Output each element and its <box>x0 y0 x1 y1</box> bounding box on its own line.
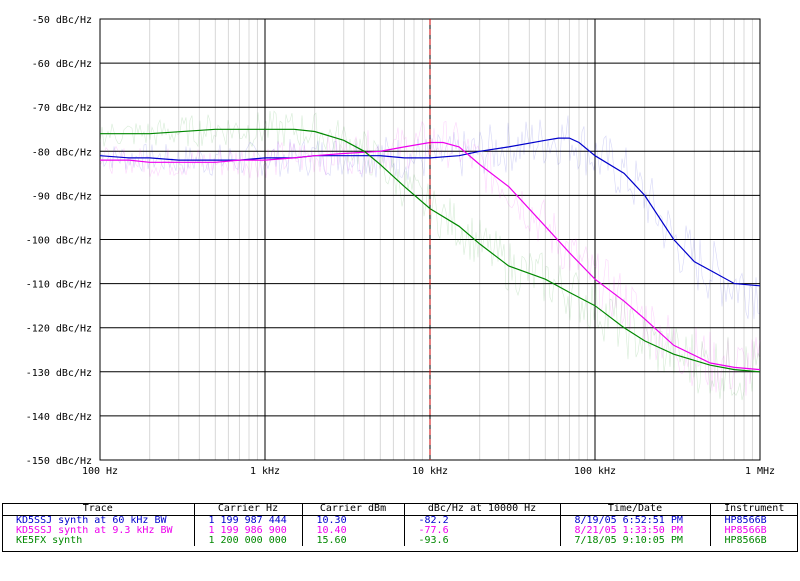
table-row: KD5SSJ synth at 60 kHz BW 1 199 987 444 … <box>2 515 798 526</box>
series-lines <box>99 128 761 373</box>
x-tick-label: 100 Hz <box>82 466 118 477</box>
instrument: HP8566B <box>724 526 767 536</box>
dbc-at-10khz: -82.2 <box>404 515 561 526</box>
y-axis-ticks: -50 dBc/Hz -60 dBc/Hz -70 dBc/Hz -80 dBc/Hz… <box>26 15 92 467</box>
dbc-at-10khz: -77.6 <box>404 526 561 536</box>
instrument: HP8566B <box>724 515 767 526</box>
y-tick-label: -90 dBc/Hz <box>32 191 92 202</box>
header-carrier-hz: Carrier Hz <box>194 503 303 516</box>
table-row: KD5SSJ synth at 9.3 kHz BW 1 199 986 900… <box>2 526 798 536</box>
header-instrument: Instrument <box>710 503 798 516</box>
carrier-dbm: 10.40 <box>302 526 405 536</box>
x-tick-label: 1 MHz <box>745 466 775 477</box>
series-line <box>99 137 761 287</box>
trace-name: KD5SSJ synth at 60 kHz BW <box>2 515 195 526</box>
carrier-hz: 1 200 000 000 <box>194 536 303 546</box>
y-tick-label: -100 dBc/Hz <box>26 236 92 247</box>
carrier-dbm: 10.30 <box>302 515 405 526</box>
y-tick-label: -50 dBc/Hz <box>32 15 92 26</box>
y-tick-label: -110 dBc/Hz <box>26 280 92 291</box>
header-dbc-at-10khz: dBc/Hz at 10000 Hz <box>404 503 561 516</box>
y-tick-label: -140 dBc/Hz <box>26 412 92 423</box>
y-tick-label: -60 dBc/Hz <box>32 59 92 70</box>
series-line <box>100 141 761 371</box>
header-time-date: Time/Date <box>560 503 711 516</box>
phase-noise-chart: -50 dBc/Hz -60 dBc/Hz -70 dBc/Hz -80 dBc/Hz… <box>26 15 775 477</box>
instrument: HP8566B <box>724 536 767 546</box>
time-date: 7/18/05 9:10:05 PM <box>560 536 711 546</box>
series-line <box>100 128 761 373</box>
table-header-row: Trace Carrier Hz Carrier dBm dBc/Hz at 1… <box>2 503 798 516</box>
header-carrier-dbm: Carrier dBm <box>302 503 405 516</box>
y-tick-label: -150 dBc/Hz <box>26 456 92 467</box>
x-tick-label: 100 kHz <box>574 466 616 477</box>
trace-name: KE5FX synth <box>2 536 195 546</box>
x-axis-ticks: 100 Hz 1 kHz 10 kHz 100 kHz 1 MHz <box>82 466 775 477</box>
y-tick-label: -80 dBc/Hz <box>32 147 92 158</box>
x-tick-label: 10 kHz <box>412 466 448 477</box>
carrier-hz: 1 199 987 444 <box>194 515 303 526</box>
trace-name: KD5SSJ synth at 9.3 kHz BW <box>2 526 195 536</box>
y-tick-label: -120 dBc/Hz <box>26 324 92 335</box>
carrier-dbm: 15.60 <box>302 536 405 546</box>
y-tick-label: -70 dBc/Hz <box>32 103 92 114</box>
trace-legend-table: Trace Carrier Hz Carrier dBm dBc/Hz at 1… <box>2 503 798 546</box>
carrier-hz: 1 199 986 900 <box>194 526 303 536</box>
header-trace: Trace <box>2 503 195 516</box>
y-tick-label: -130 dBc/Hz <box>26 368 92 379</box>
x-tick-label: 1 kHz <box>250 466 280 477</box>
table-row: KE5FX synth 1 200 000 000 15.60 -93.6 7/… <box>2 536 798 546</box>
dbc-at-10khz: -93.6 <box>404 536 561 546</box>
time-date: 8/19/05 6:52:51 PM <box>560 515 711 526</box>
time-date: 8/21/05 1:33:50 PM <box>560 526 711 536</box>
